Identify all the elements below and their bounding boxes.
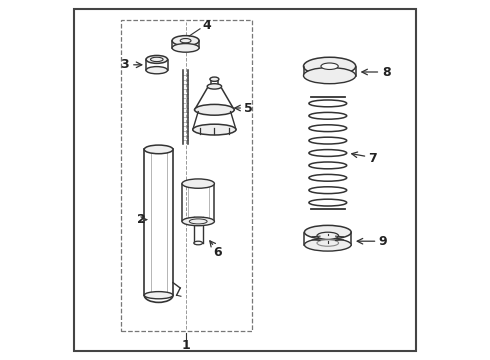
Ellipse shape xyxy=(172,36,199,46)
Ellipse shape xyxy=(182,217,215,226)
Ellipse shape xyxy=(207,84,221,89)
Ellipse shape xyxy=(144,145,173,154)
Ellipse shape xyxy=(317,232,339,239)
Ellipse shape xyxy=(172,44,199,52)
Ellipse shape xyxy=(304,238,351,251)
Ellipse shape xyxy=(304,225,351,239)
Bar xyxy=(121,20,252,331)
Text: 7: 7 xyxy=(368,152,377,165)
Ellipse shape xyxy=(303,57,356,75)
Text: 2: 2 xyxy=(137,213,146,226)
Ellipse shape xyxy=(210,77,219,81)
Text: 4: 4 xyxy=(203,19,212,32)
Ellipse shape xyxy=(144,292,173,299)
Ellipse shape xyxy=(303,68,356,84)
Ellipse shape xyxy=(195,104,234,115)
Text: 9: 9 xyxy=(379,235,387,248)
Ellipse shape xyxy=(182,179,215,188)
Ellipse shape xyxy=(321,63,338,69)
Text: 3: 3 xyxy=(120,58,129,71)
Text: 5: 5 xyxy=(244,102,253,114)
Text: 1: 1 xyxy=(181,339,190,352)
Text: 6: 6 xyxy=(214,246,222,258)
Ellipse shape xyxy=(194,241,202,245)
Ellipse shape xyxy=(193,124,236,135)
Ellipse shape xyxy=(146,55,168,63)
Ellipse shape xyxy=(146,67,168,74)
Text: 8: 8 xyxy=(382,66,391,78)
